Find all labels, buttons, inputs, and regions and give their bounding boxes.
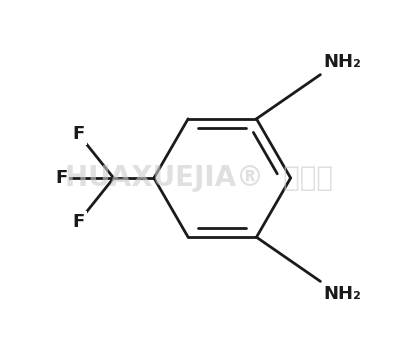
Text: F: F xyxy=(73,213,85,231)
Text: HUAXUEJIA®  化学加: HUAXUEJIA® 化学加 xyxy=(65,164,334,192)
Text: F: F xyxy=(73,125,85,143)
Text: NH₂: NH₂ xyxy=(323,285,361,303)
Text: NH₂: NH₂ xyxy=(323,53,361,71)
Text: F: F xyxy=(55,169,67,187)
